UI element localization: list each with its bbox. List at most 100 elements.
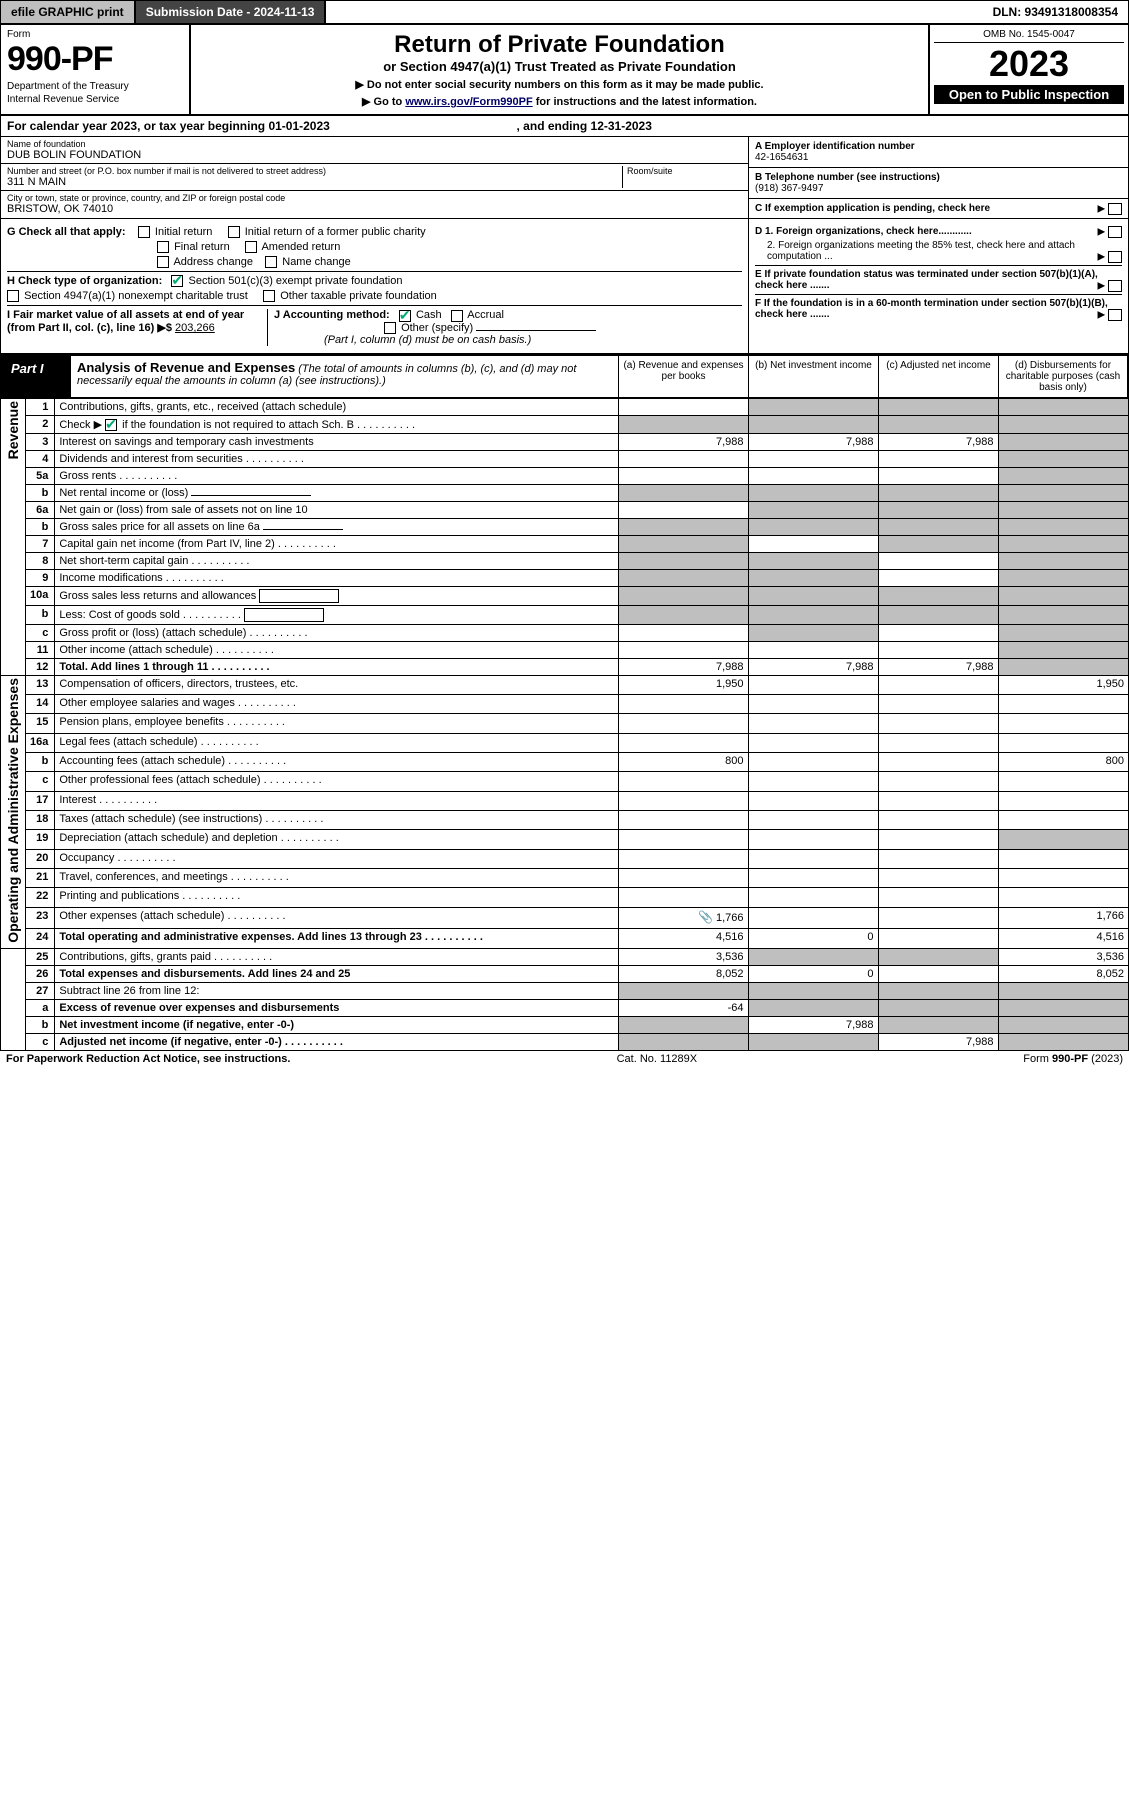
expenses-side-label: Operating and Administrative Expenses [1, 675, 26, 948]
j-cash: Cash [416, 309, 442, 321]
room-label: Room/suite [627, 166, 742, 176]
cell-a: 800 [618, 753, 748, 772]
form-subtitle: or Section 4947(a)(1) Trust Treated as P… [201, 59, 918, 74]
part1-header: Part I Analysis of Revenue and Expenses … [1, 355, 1128, 398]
row-num: 22 [26, 888, 55, 907]
paperwork-notice: For Paperwork Reduction Act Notice, see … [6, 1053, 290, 1065]
row-num: 16a [26, 733, 55, 752]
phone-label: B Telephone number (see instructions) [755, 172, 940, 183]
dept-treasury: Department of the Treasury [7, 81, 183, 92]
row-num: 13 [26, 675, 55, 694]
form-title: Return of Private Foundation [201, 31, 918, 59]
goto-suffix: for instructions and the latest informat… [533, 96, 757, 108]
row-num: 19 [26, 830, 55, 849]
cell-b: 0 [748, 965, 878, 982]
row-num: 21 [26, 868, 55, 887]
schb-checkbox[interactable] [105, 419, 117, 431]
row-desc: Depreciation (attach schedule) and deple… [55, 830, 618, 849]
address-change-checkbox[interactable] [157, 256, 169, 268]
row-desc: Other income (attach schedule) [55, 641, 618, 658]
row-num: 1 [26, 398, 55, 415]
city-label: City or town, state or province, country… [7, 193, 742, 203]
phone-value: (918) 367-9497 [755, 183, 823, 194]
row-desc: Occupancy [55, 849, 618, 868]
cell-b: 0 [748, 929, 878, 948]
row-num: 9 [26, 569, 55, 586]
row-num: b [26, 1016, 55, 1033]
cell-d: 1,950 [998, 675, 1128, 694]
cell-a: 📎 1,766 [618, 907, 748, 929]
exemption-label: C If exemption application is pending, c… [755, 203, 990, 214]
row-num: 20 [26, 849, 55, 868]
exemption-checkbox[interactable] [1108, 203, 1122, 215]
cell-a: 4,516 [618, 929, 748, 948]
tax-year: 2023 [934, 43, 1124, 85]
row-desc: Dividends and interest from securities [55, 450, 618, 467]
row-desc: Accounting fees (attach schedule) [55, 753, 618, 772]
row-num: b [26, 518, 55, 535]
part1-title: Analysis of Revenue and Expenses [77, 360, 295, 375]
row-num: b [26, 753, 55, 772]
calendar-year: For calendar year 2023, or tax year begi… [1, 116, 1128, 137]
d2-checkbox[interactable] [1108, 251, 1122, 263]
other-method-checkbox[interactable] [384, 322, 396, 334]
row-desc: Contributions, gifts, grants paid [55, 948, 618, 965]
initial-return-checkbox[interactable] [138, 226, 150, 238]
form-number: 990-PF [7, 40, 183, 79]
cell-d: 1,766 [998, 907, 1128, 929]
row-num: 15 [26, 714, 55, 733]
d2-label: 2. Foreign organizations meeting the 85%… [767, 240, 1075, 262]
cell-a: 8,052 [618, 965, 748, 982]
row-desc: Gross rents [55, 467, 618, 484]
row-desc: Income modifications [55, 569, 618, 586]
501c3-checkbox[interactable] [171, 275, 183, 287]
row-num: 23 [26, 907, 55, 929]
j-note: (Part I, column (d) must be on cash basi… [274, 334, 531, 346]
cell-b: 7,988 [748, 1016, 878, 1033]
efile-print-button[interactable]: efile GRAPHIC print [1, 1, 136, 23]
form-header: Form 990-PF Department of the Treasury I… [1, 25, 1128, 116]
amended-return-checkbox[interactable] [245, 241, 257, 253]
attachment-icon[interactable]: 📎 [698, 910, 713, 924]
row-desc: Other expenses (attach schedule) [55, 907, 618, 929]
cell-d: 8,052 [998, 965, 1128, 982]
row-desc: Net rental income or (loss) [55, 484, 618, 501]
j-accrual: Accrual [467, 309, 504, 321]
other-taxable-checkbox[interactable] [263, 290, 275, 302]
row-num: a [26, 999, 55, 1016]
f-label: F If the foundation is in a 60-month ter… [755, 298, 1108, 320]
cal-end: , and ending 12-31-2023 [517, 119, 652, 133]
name-change-checkbox[interactable] [265, 256, 277, 268]
row-desc: Gross sales price for all assets on line… [55, 518, 618, 535]
part1-label: Part I [1, 355, 71, 398]
h-label: H Check type of organization: [7, 275, 162, 287]
entity-block: Name of foundation DUB BOLIN FOUNDATION … [1, 137, 1128, 219]
cash-checkbox[interactable] [399, 310, 411, 322]
row-num: c [26, 1033, 55, 1050]
initial-former-checkbox[interactable] [228, 226, 240, 238]
accrual-checkbox[interactable] [451, 310, 463, 322]
e-label: E If private foundation status was termi… [755, 269, 1098, 291]
f-checkbox[interactable] [1108, 309, 1122, 321]
d1-checkbox[interactable] [1108, 226, 1122, 238]
instructions-link[interactable]: www.irs.gov/Form990PF [405, 96, 532, 108]
row-desc: Less: Cost of goods sold [55, 605, 618, 624]
row-num: 8 [26, 552, 55, 569]
row-num: b [26, 605, 55, 624]
4947-checkbox[interactable] [7, 290, 19, 302]
row-num: 2 [26, 415, 55, 433]
cell-c: 7,988 [878, 433, 998, 450]
row-desc: Interest [55, 791, 618, 810]
cell-b: 7,988 [748, 658, 878, 675]
row-desc: Compensation of officers, directors, tru… [55, 675, 618, 694]
row-num: 17 [26, 791, 55, 810]
row-desc: Capital gain net income (from Part IV, l… [55, 535, 618, 552]
row-desc: Adjusted net income (if negative, enter … [55, 1033, 618, 1050]
g-opt3: Final return [174, 241, 230, 253]
form-label: Form [7, 29, 183, 40]
goto-prefix: ▶ Go to [362, 96, 405, 108]
final-return-checkbox[interactable] [157, 241, 169, 253]
e-checkbox[interactable] [1108, 280, 1122, 292]
address: 311 N MAIN [7, 176, 622, 188]
row-num: 7 [26, 535, 55, 552]
